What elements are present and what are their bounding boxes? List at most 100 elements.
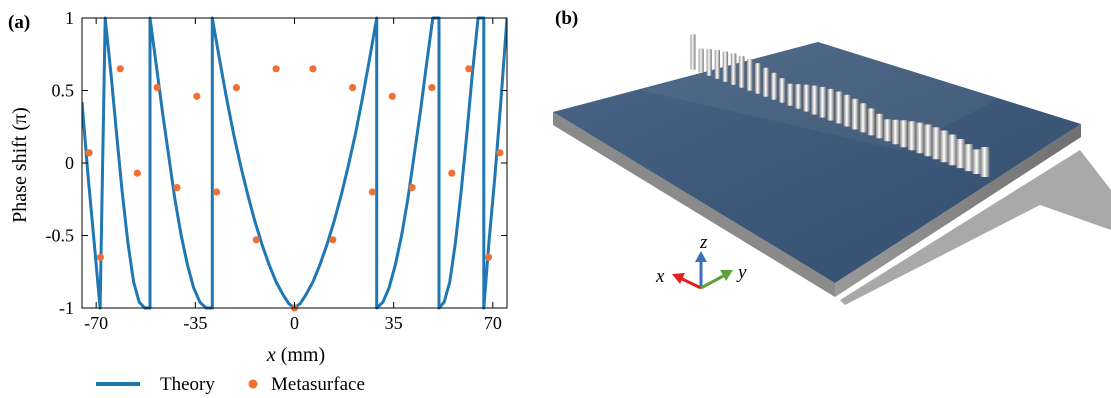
pillar <box>771 72 778 100</box>
pillar <box>980 147 990 177</box>
metasurface-point <box>85 149 93 157</box>
pillar <box>746 59 753 91</box>
pillar <box>867 108 876 136</box>
pillar <box>924 124 933 157</box>
y-tick-label: 0 <box>65 153 74 173</box>
y-tick-label: 1 <box>65 8 74 28</box>
x-axis-arrow <box>679 276 702 290</box>
pillar <box>932 127 941 160</box>
metasurface-point <box>232 84 240 92</box>
metasurface-point <box>368 188 376 196</box>
metasurface-point <box>329 236 337 244</box>
pillar <box>835 91 843 124</box>
axes-box <box>81 17 508 309</box>
substrate-front-edge <box>553 112 835 297</box>
metasurface-point <box>496 149 504 157</box>
legend-metasurface-marker <box>248 379 258 389</box>
pillar <box>940 130 949 163</box>
legend-metasurface-label: Metasurface <box>271 374 365 395</box>
y-arrow-head <box>720 270 733 281</box>
panel-a-label: (a) <box>8 12 30 33</box>
x-tick-label: 70 <box>484 313 502 333</box>
pillar <box>698 48 704 73</box>
y-tick-label: 0.5 <box>52 81 75 101</box>
pillar <box>972 149 982 174</box>
x-tick-label: -35 <box>183 313 207 333</box>
pillar <box>891 119 900 145</box>
x-axis-label-unit: (mm) <box>276 344 325 366</box>
metasurface-point <box>153 84 161 92</box>
y-axis-label-end: ) <box>9 107 31 114</box>
metasurface-point <box>272 65 280 73</box>
pillar <box>851 98 859 130</box>
x-tick-label: 0 <box>290 313 299 333</box>
pillar <box>730 53 737 85</box>
pillar <box>811 85 818 115</box>
pillar <box>948 134 957 166</box>
x-tick-label: 35 <box>385 313 403 333</box>
pillar <box>763 67 769 97</box>
substrate-right-edge <box>835 124 1081 297</box>
pillar <box>819 86 827 118</box>
y-axis-letter: y <box>736 262 747 283</box>
pillar <box>908 121 916 151</box>
pillar <box>706 48 712 76</box>
pillar <box>875 113 884 139</box>
pillar <box>690 34 696 70</box>
metasurface-point <box>133 169 141 177</box>
pillar <box>722 51 729 82</box>
phase-shift-chart: -70 -35 0 35 70 1 0.5 0 -0.5 -1 <box>46 8 508 333</box>
pillar <box>803 84 810 112</box>
x-tick-label: -70 <box>84 313 108 333</box>
pillar <box>787 83 794 106</box>
x-axis-letter: x <box>655 266 665 287</box>
y-tick-label: -1 <box>59 298 74 318</box>
pillar <box>916 122 925 154</box>
pillar <box>964 144 974 172</box>
metasurface-point <box>193 92 201 100</box>
panel-b-label: (b) <box>555 8 578 29</box>
metasurface-point <box>309 65 317 73</box>
x-arrow-head <box>672 273 685 284</box>
x-axis-label: x (mm) <box>266 344 325 366</box>
metasurface-point <box>213 188 221 196</box>
y-tick-label: -0.5 <box>46 226 75 246</box>
pillar <box>883 119 892 142</box>
y-axis-label-symbol: π <box>9 114 31 124</box>
metasurface-point <box>448 169 456 177</box>
x-axis-label-var: x <box>266 344 276 366</box>
metasurface-point <box>408 184 416 192</box>
metasurface-point <box>252 236 260 244</box>
pillar <box>754 63 761 94</box>
y-axis-arrow <box>700 273 726 290</box>
pillar <box>738 55 745 88</box>
axis-triad: z x y <box>655 232 747 290</box>
metasurface-point <box>465 65 473 73</box>
pillar <box>843 94 851 127</box>
metasurface-point <box>388 92 396 100</box>
z-axis-letter: z <box>699 232 708 253</box>
theory-line <box>82 16 507 310</box>
metasurface-point <box>96 253 104 261</box>
metasurface-point <box>428 84 436 92</box>
metasurface-point <box>349 84 357 92</box>
pillar <box>956 139 965 169</box>
substrate-top <box>553 42 1081 283</box>
substrate-shadow <box>840 150 1111 305</box>
metasurface-point <box>173 184 181 192</box>
pillar <box>795 84 802 109</box>
legend-theory-label: Theory <box>160 374 215 395</box>
metasurface-point <box>485 253 493 261</box>
y-axis-label: Phase shift (π) <box>9 107 31 223</box>
metasurface-3d-render <box>553 34 1111 305</box>
pillar <box>899 120 908 148</box>
pillar <box>859 103 867 133</box>
y-axis-label-main: Phase shift ( <box>9 124 31 223</box>
metasurface-point <box>116 65 124 73</box>
pillar <box>779 78 786 103</box>
pillar <box>827 88 835 121</box>
legend: Theory Metasurface <box>96 374 365 395</box>
pillar <box>714 49 720 79</box>
pillar-row <box>690 34 990 177</box>
